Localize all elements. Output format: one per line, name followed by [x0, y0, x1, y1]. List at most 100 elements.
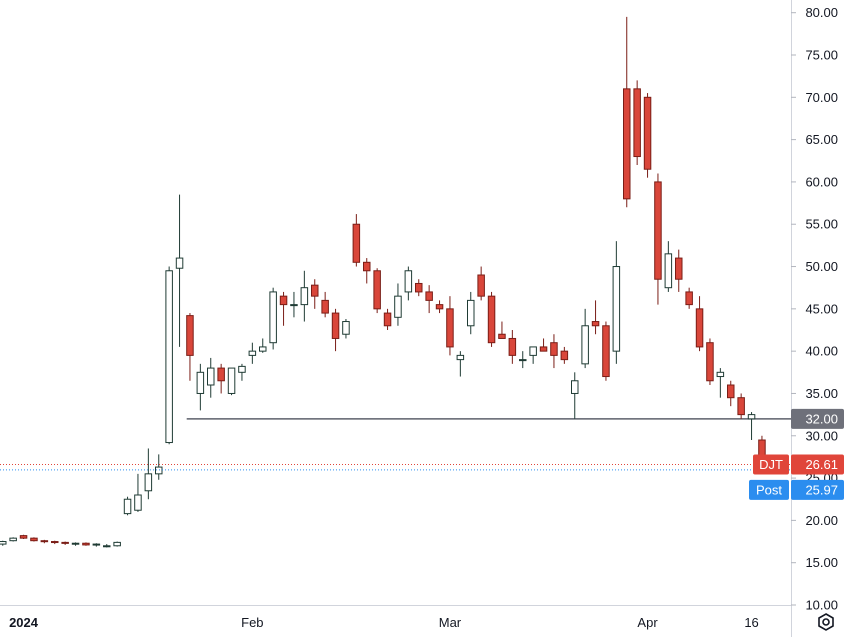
y-tick-label: 40.00 — [805, 344, 838, 359]
candle — [92, 543, 101, 547]
candle-body — [311, 284, 319, 297]
candle-body — [727, 384, 735, 399]
candle-body — [217, 367, 225, 382]
candle-body — [456, 354, 465, 361]
price-tags: 32.00 26.61 25.97 DJT Post — [749, 408, 844, 500]
candle-body — [71, 542, 80, 545]
post-price-tag: 25.97 — [791, 479, 844, 500]
last-price-tag-value: 26.61 — [805, 457, 838, 472]
candle — [196, 363, 205, 411]
candle-body — [643, 96, 652, 170]
candle-body — [92, 543, 101, 546]
candle-body — [0, 541, 7, 545]
candle — [19, 534, 28, 539]
candle — [737, 393, 745, 419]
candle — [425, 285, 433, 314]
candle-body — [435, 304, 444, 310]
post-label: Post — [749, 479, 789, 500]
candle-body — [103, 545, 111, 548]
candle — [175, 194, 184, 347]
candle-body — [207, 367, 215, 386]
candle-body — [539, 346, 548, 352]
candle — [363, 258, 371, 284]
candle-body — [487, 295, 496, 344]
y-tick-label: 55.00 — [805, 217, 838, 232]
candle-body — [342, 321, 350, 335]
candle-body — [227, 367, 236, 394]
candle-body — [155, 466, 163, 475]
candle — [238, 363, 246, 381]
candle — [311, 279, 319, 309]
level-price-tag-bg — [791, 408, 844, 429]
candle-body — [654, 181, 662, 280]
post-label-text: Post — [756, 482, 782, 497]
candle — [40, 539, 49, 544]
x-tick-label: Apr — [637, 615, 658, 630]
candle-body — [352, 223, 361, 263]
candle — [487, 291, 496, 347]
candle-body — [19, 535, 28, 539]
price-axis[interactable]: 80.00 75.00 70.00 65.00 60.00 55.00 50.00 45.00… — [791, 5, 838, 613]
candle-body — [175, 257, 184, 269]
candle — [352, 214, 361, 267]
x-tick-label: 2024 — [9, 615, 39, 630]
candle-body — [737, 397, 745, 416]
candle-body — [51, 541, 59, 544]
candle — [456, 351, 465, 377]
candle — [51, 540, 59, 545]
level-price-tag: 32.00 — [791, 408, 844, 429]
candle-body — [123, 498, 132, 515]
candle — [9, 537, 17, 542]
candle — [467, 291, 475, 335]
candle — [571, 372, 579, 419]
y-tick-label: 10.00 — [805, 598, 838, 613]
candle — [612, 241, 621, 364]
candle — [508, 330, 517, 364]
post-price-tag-value: 25.97 — [805, 482, 838, 497]
candles-layer — [0, 16, 766, 548]
candle — [633, 80, 641, 165]
candle-body — [706, 342, 714, 382]
last-price-tag: 26.61 — [791, 454, 844, 475]
settings-button[interactable] — [812, 610, 840, 634]
candle — [300, 270, 309, 322]
candle — [394, 283, 402, 326]
candle-body — [675, 257, 683, 280]
price-lines-layer — [0, 463, 791, 471]
candle-body — [248, 350, 257, 356]
candle — [623, 16, 631, 208]
candle — [155, 454, 163, 480]
candle — [134, 473, 142, 512]
candle — [415, 279, 423, 297]
candle — [144, 448, 153, 500]
candle — [716, 368, 725, 398]
candle-body — [134, 494, 142, 511]
candle — [539, 338, 548, 352]
candle-body — [446, 308, 454, 348]
candle — [602, 321, 610, 381]
candle — [342, 319, 350, 339]
candle-body — [425, 291, 433, 301]
candle — [675, 249, 683, 292]
candle — [0, 540, 7, 546]
candle — [560, 346, 569, 364]
candle-body — [508, 337, 517, 356]
candle — [331, 308, 340, 352]
x-tick-label: Mar — [439, 615, 462, 630]
candle — [404, 266, 413, 301]
candle-body — [560, 350, 569, 361]
candle-body — [623, 88, 631, 200]
y-tick-label: 15.00 — [805, 555, 838, 570]
candle — [446, 296, 454, 356]
candle-body — [716, 371, 725, 378]
time-axis[interactable]: 2024 Feb Mar Apr 16 — [9, 615, 759, 630]
candle — [248, 342, 257, 364]
candle-body — [383, 312, 392, 327]
candle-body — [415, 282, 423, 293]
y-tick-label: 75.00 — [805, 48, 838, 63]
y-tick-label: 60.00 — [805, 174, 838, 189]
candle-body — [571, 380, 579, 394]
candle — [82, 542, 90, 546]
candle-body — [550, 342, 558, 356]
